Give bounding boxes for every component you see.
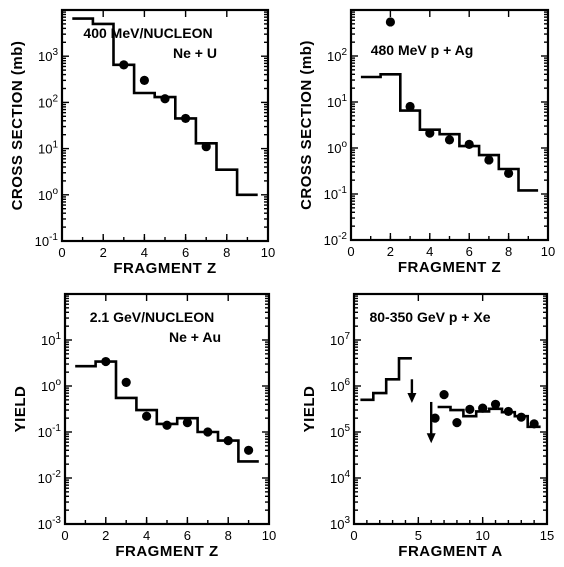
x-tick-label: 10 (541, 244, 555, 259)
x-tick-label: 10 (262, 528, 276, 543)
x-tick-label: 10 (475, 528, 489, 543)
y-tick-label: 10-1 (35, 232, 59, 249)
data-point (516, 412, 526, 422)
y-tick-label: 106 (330, 377, 350, 394)
plot-frame (352, 292, 549, 526)
data-point (439, 390, 449, 400)
x-tick-label: 15 (540, 528, 554, 543)
plot-frame (63, 292, 271, 526)
histogram-series (360, 73, 539, 192)
panel-title: 400 MeV/NUCLEON (83, 25, 212, 41)
x-tick-label: 8 (225, 528, 232, 543)
y-axis-label: CROSS SECTION (mb) (298, 40, 315, 210)
y-tick-label: 103 (38, 47, 58, 64)
x-tick-label: 10 (261, 245, 275, 260)
y-tick-label: 102 (327, 47, 347, 64)
panel-subtitle: Ne + Au (169, 329, 221, 345)
data-point (203, 427, 213, 437)
data-point (101, 356, 111, 367)
y-tick-label: 10o (41, 377, 61, 394)
data-point (182, 418, 192, 428)
x-tick-label: 6 (466, 244, 473, 259)
x-tick-label: 6 (182, 245, 189, 260)
y-tick-label: 101 (41, 331, 61, 348)
data-point (201, 142, 211, 152)
data-point (484, 155, 494, 165)
data-point (452, 418, 462, 428)
y-tick-label: 107 (330, 331, 350, 348)
x-tick-label: 4 (426, 244, 433, 259)
x-axis-label: FRAGMENT Z (115, 543, 218, 560)
y-tick-label: 10-2 (324, 231, 348, 248)
data-point (385, 17, 395, 27)
data-point (119, 60, 129, 70)
y-axis-label: YIELD (12, 386, 29, 433)
data-point (160, 94, 170, 104)
x-tick-label: 2 (100, 245, 107, 260)
data-point (464, 139, 474, 149)
y-tick-label: 101 (38, 140, 58, 157)
y-axis-label: YIELD (301, 386, 318, 433)
x-tick-label: 0 (350, 528, 357, 543)
data-point (142, 411, 152, 421)
y-tick-label: 10o (327, 139, 347, 156)
y-tick-label: 101 (327, 93, 347, 110)
data-point (444, 135, 455, 145)
histogram-series (75, 360, 259, 463)
data-point (181, 113, 191, 124)
panel-title: 480 MeV p + Ag (371, 42, 474, 58)
data-point (139, 75, 149, 85)
chart-panel-1: 10-1 10o 101 102 103 0 2 4 6 8 10 FRAGMENT Z CROSS S… (9, 8, 275, 277)
data-point (430, 413, 440, 423)
upper-limit-arrow-head (407, 392, 417, 403)
chart-panel-4: 103 104 105 106 107 0 5 10 15 FRAGMENT A YIELD 80-3… (301, 292, 554, 560)
x-axis-label: FRAGMENT Z (113, 260, 216, 277)
x-tick-label: 0 (347, 244, 354, 259)
y-tick-label: 10o (38, 186, 58, 203)
y-tick-label: 103 (330, 515, 350, 532)
data-point (529, 419, 539, 429)
data-point (490, 399, 501, 409)
x-tick-label: 4 (143, 528, 150, 543)
histogram-series (360, 357, 412, 402)
x-tick-label: 6 (184, 528, 191, 543)
x-tick-label: 2 (387, 244, 394, 259)
x-tick-label: 0 (58, 245, 65, 260)
data-point (503, 406, 513, 417)
data-point (478, 403, 488, 413)
y-tick-label: 102 (38, 93, 58, 110)
y-tick-label: 105 (330, 423, 350, 440)
y-tick-label: 104 (330, 469, 350, 486)
x-axis-label: FRAGMENT A (398, 543, 502, 560)
x-tick-label: 4 (141, 245, 148, 260)
data-point (162, 420, 172, 430)
panel-title: 80-350 GeV p + Xe (369, 309, 490, 325)
x-tick-label: 8 (505, 244, 512, 259)
panel-subtitle: Ne + U (173, 45, 217, 61)
x-axis-label: FRAGMENT Z (398, 259, 501, 276)
chart-panel-2: 10-2 10-1 10o 101 102 0 2 4 6 8 10 FRAGMENT Z CROSS … (298, 8, 555, 276)
x-tick-label: 8 (223, 245, 230, 260)
y-tick-label: 10-1 (324, 185, 348, 202)
upper-limit-arrow-head (426, 433, 436, 444)
data-point (121, 377, 131, 387)
y-tick-label: 10-2 (38, 469, 62, 486)
data-point (425, 128, 435, 138)
histogram-series (72, 17, 258, 197)
data-point (504, 168, 514, 179)
data-point (244, 445, 254, 455)
x-tick-label: 5 (415, 528, 422, 543)
x-tick-label: 0 (61, 528, 68, 543)
y-tick-label: 10-1 (38, 423, 62, 440)
plot-frame (60, 8, 270, 243)
x-tick-label: 2 (102, 528, 109, 543)
chart-panel-3: 10-3 10-2 10-1 10o 101 0 2 4 6 8 10 FRAGMENT Z YIELD… (12, 292, 276, 560)
y-tick-label: 10-3 (38, 515, 62, 532)
data-point (405, 101, 415, 112)
data-point (223, 436, 233, 446)
y-axis-label: CROSS SECTION (mb) (9, 41, 26, 211)
data-point (465, 404, 475, 414)
panel-title: 2.1 GeV/NUCLEON (90, 309, 214, 325)
